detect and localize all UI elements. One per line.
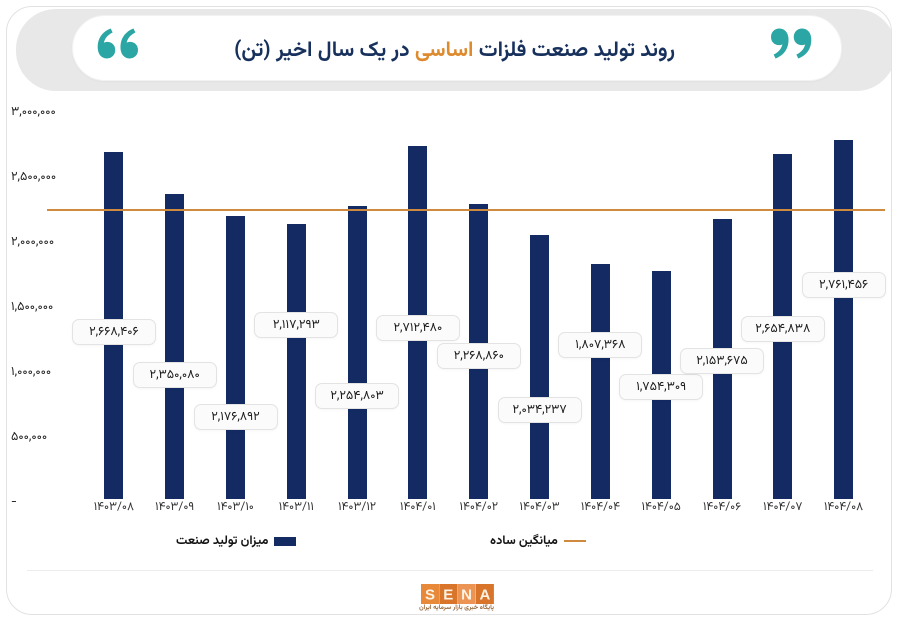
svg-text:E: E (443, 587, 453, 604)
svg-text:N: N (461, 587, 472, 604)
svg-text:S: S (425, 587, 435, 604)
svg-text:A: A (479, 587, 490, 604)
